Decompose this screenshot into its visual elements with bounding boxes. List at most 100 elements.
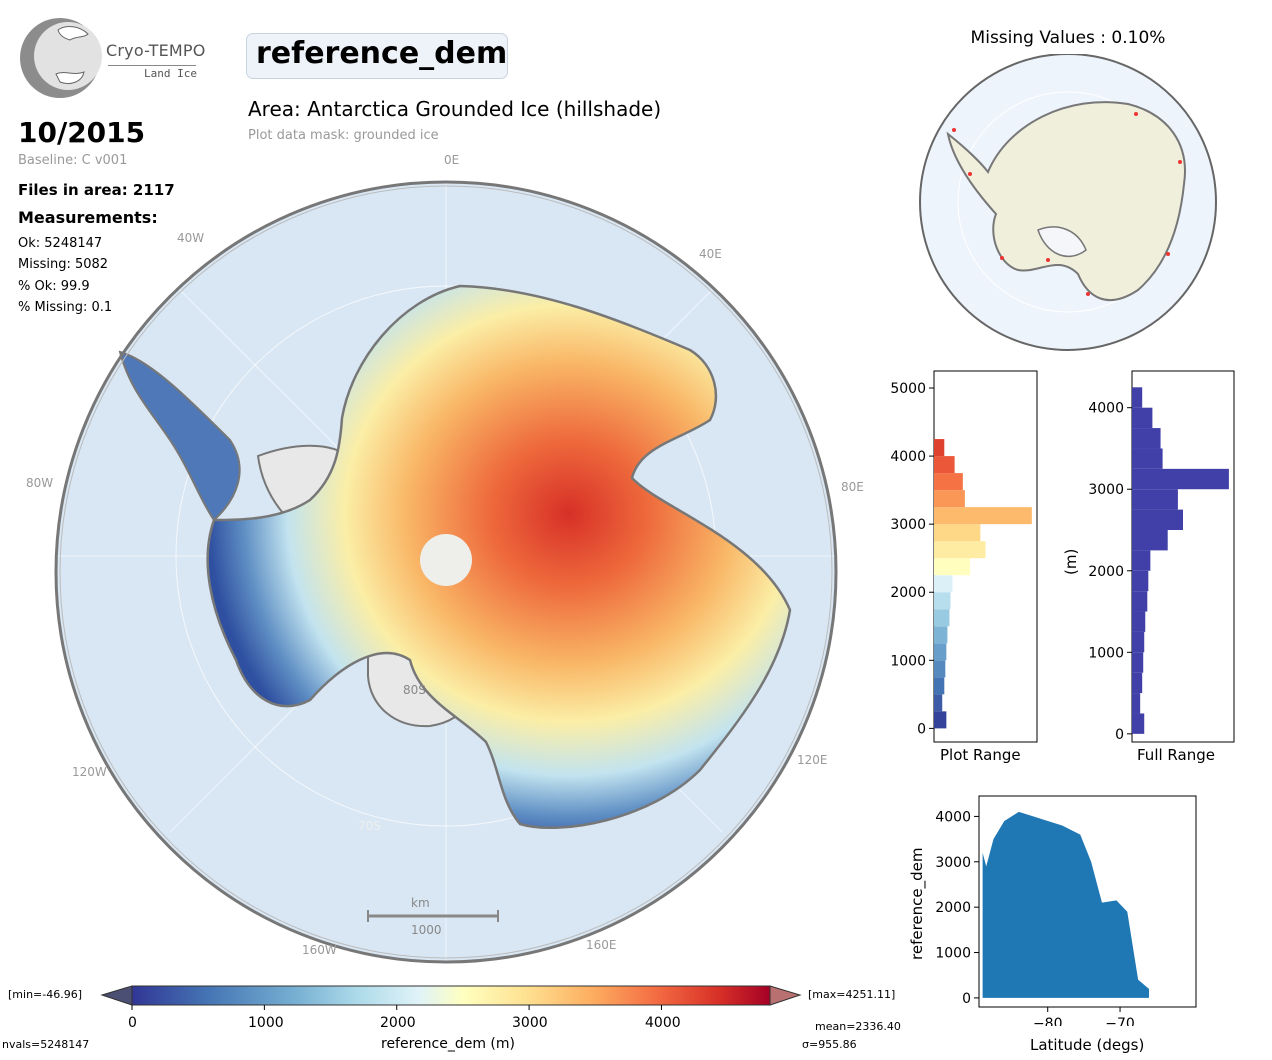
hist-full-range-bar bbox=[1132, 387, 1143, 408]
lat-label-70s: 70S bbox=[358, 819, 381, 833]
hist-full-range-bar bbox=[1132, 530, 1168, 551]
hist-plot-range-bar bbox=[934, 575, 953, 593]
pole-hole bbox=[420, 534, 472, 586]
colorbar-tick-3000: 3000 bbox=[512, 1015, 548, 1031]
hist-full-range-bar bbox=[1132, 550, 1151, 571]
measurement-percent-ok: % Ok: 99.9 bbox=[18, 279, 90, 294]
hist-full-range-bar bbox=[1132, 693, 1141, 714]
elevation-colorbar bbox=[100, 985, 802, 1010]
hist-plot-range-bar bbox=[934, 456, 955, 474]
lon-label-120w: 120W bbox=[72, 765, 107, 779]
lon-label-160e: 160E bbox=[586, 938, 617, 952]
hist-plot-range-ytick-label: 2000 bbox=[890, 585, 926, 601]
colorbar-tick-0: 0 bbox=[128, 1015, 137, 1031]
scatter-ylabel: reference_dem bbox=[908, 847, 926, 961]
hist-full-range-bar bbox=[1132, 509, 1183, 530]
hist-plot-range-ytick-label: 0 bbox=[917, 721, 926, 737]
hist-full-range-bar bbox=[1132, 448, 1163, 469]
hist-full-range-ytick-label: 2000 bbox=[1088, 564, 1124, 580]
lon-label-120e: 120E bbox=[797, 753, 828, 767]
antarctic-ice-sheet bbox=[206, 284, 792, 830]
hist-full-range-bar bbox=[1132, 631, 1145, 653]
area-title: Area: Antarctica Grounded Ice (hillshade… bbox=[248, 97, 662, 121]
scale-value: 1000 bbox=[411, 923, 442, 937]
lon-label-80w: 80W bbox=[26, 476, 54, 490]
scatter-point-cloud bbox=[982, 811, 1149, 998]
colorbar-label: reference_dem (m) bbox=[381, 1036, 515, 1052]
scatter-ytick-label: 2000 bbox=[935, 900, 971, 916]
antarctica-elevation-map bbox=[54, 180, 838, 964]
mean-label: mean=2336.40 bbox=[815, 1020, 901, 1033]
hist-full-range-ytick-label: 4000 bbox=[1088, 401, 1124, 417]
hist-plot-range-bar bbox=[934, 507, 1032, 525]
hist-full-range-bar bbox=[1132, 489, 1178, 510]
histogram-plot-range: 0 1000 2000 3000 4000 5000 bbox=[890, 370, 1038, 743]
scatter-ytick-label: 4000 bbox=[935, 809, 971, 825]
scale-unit: km bbox=[411, 896, 430, 910]
hist-full-range-bar bbox=[1132, 407, 1153, 429]
lat-label-80s: 80S bbox=[403, 683, 426, 697]
hist-full-range-xlabel: Full Range bbox=[1137, 746, 1215, 764]
hist-full-range-bar bbox=[1132, 428, 1161, 449]
hist-full-range-bar bbox=[1132, 591, 1148, 612]
hist-full-range-ytick-label: 1000 bbox=[1088, 645, 1124, 661]
hist-full-range-bar bbox=[1132, 652, 1144, 673]
hist-plot-range-ytick-label: 4000 bbox=[890, 449, 926, 465]
hist-plot-range-bar bbox=[934, 439, 945, 457]
scatter-xlabel: Latitude (degs) bbox=[1030, 1036, 1145, 1054]
hist-full-range-bar bbox=[1132, 570, 1149, 592]
scatter-xtick-label: −70 bbox=[1105, 1016, 1135, 1026]
lon-label-40w: 40W bbox=[177, 231, 205, 245]
hist-full-range-ylabel: (m) bbox=[1062, 548, 1080, 575]
scatter-ytick-label: 3000 bbox=[935, 855, 971, 871]
hist-full-range-ytick-label: 3000 bbox=[1088, 482, 1124, 498]
hist-plot-range-bar bbox=[934, 626, 948, 644]
hist-full-range-ytick-label: 0 bbox=[1115, 727, 1124, 743]
lon-label-40e: 40E bbox=[699, 247, 722, 261]
hist-plot-range-bar bbox=[934, 592, 951, 610]
hist-plot-range-bar bbox=[934, 677, 945, 695]
hist-plot-range-bar bbox=[934, 490, 965, 508]
hist-plot-range-xlabel: Plot Range bbox=[940, 746, 1021, 764]
nvals-label: nvals=5248147 bbox=[2, 1038, 90, 1051]
date-label: 10/2015 bbox=[18, 116, 146, 149]
measurement-percent-missing: % Missing: 0.1 bbox=[18, 300, 113, 315]
lon-label-0e: 0E bbox=[444, 153, 460, 167]
colorbar-tick-2000: 2000 bbox=[380, 1015, 416, 1031]
hist-plot-range-bar bbox=[934, 524, 981, 542]
missing-values-title: Missing Values : 0.10% bbox=[970, 28, 1166, 48]
lon-label-160w: 160W bbox=[302, 943, 337, 957]
baseline-label: Baseline: C v001 bbox=[18, 153, 128, 168]
hist-plot-range-bar bbox=[934, 473, 963, 491]
scatter-ytick-label: 1000 bbox=[935, 946, 971, 962]
scatter-xtick-label: −80 bbox=[1033, 1016, 1063, 1026]
hist-plot-range-bar bbox=[934, 711, 947, 729]
hist-plot-range-bar bbox=[934, 609, 950, 627]
variable-name: reference_dem bbox=[256, 36, 508, 71]
colorbar-tick-4000: 4000 bbox=[645, 1015, 681, 1031]
files-in-area: Files in area: 2117 bbox=[18, 181, 175, 199]
measurement-ok: Ok: 5248147 bbox=[18, 236, 103, 251]
logo-subtitle: Land Ice bbox=[144, 67, 197, 80]
colorbar-max-label: [max=4251.11] bbox=[808, 988, 896, 1001]
map-frame bbox=[54, 180, 838, 964]
colorbar-tick-1000: 1000 bbox=[248, 1015, 284, 1031]
colorbar-min-label: [min=-46.96] bbox=[8, 988, 83, 1001]
scatter-ytick-label: 0 bbox=[962, 991, 971, 1007]
hist-full-range-bar bbox=[1132, 713, 1145, 734]
logo-divider bbox=[108, 65, 196, 66]
mask-note: Plot data mask: grounded ice bbox=[248, 128, 439, 143]
colorbar-max-arrow bbox=[769, 985, 802, 1006]
colorbar-min-arrow bbox=[100, 985, 133, 1006]
measurements-title: Measurements: bbox=[18, 208, 158, 227]
hist-plot-range-bar bbox=[934, 541, 986, 559]
hist-plot-range-ytick-label: 3000 bbox=[890, 517, 926, 533]
colorbar-gradient bbox=[131, 985, 771, 1006]
hist-plot-range-ytick-label: 1000 bbox=[890, 653, 926, 669]
hist-full-range-bar bbox=[1132, 468, 1229, 490]
hist-plot-range-ytick-label: 5000 bbox=[890, 381, 926, 397]
hist-plot-range-bar bbox=[934, 558, 971, 576]
hist-plot-range-bar bbox=[934, 660, 946, 678]
lon-label-80e: 80E bbox=[841, 480, 864, 494]
variable-name-box bbox=[246, 33, 508, 79]
